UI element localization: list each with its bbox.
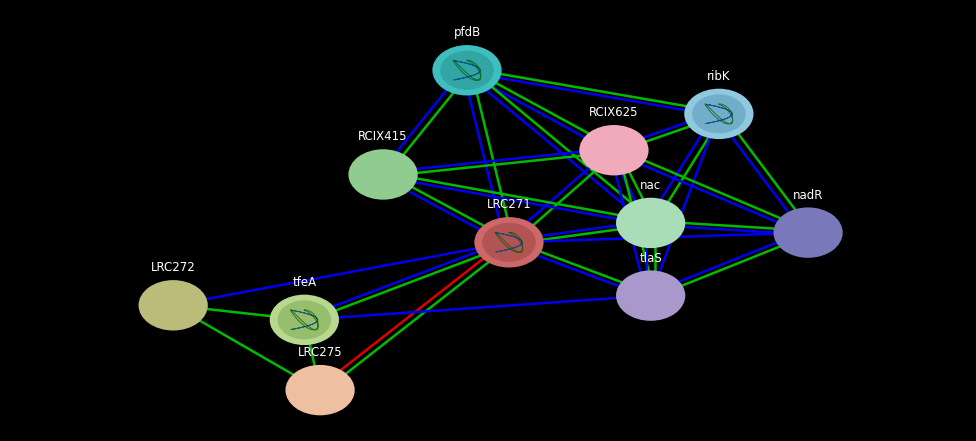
Ellipse shape: [440, 51, 494, 90]
Text: pfdB: pfdB: [454, 26, 480, 39]
Ellipse shape: [482, 223, 536, 262]
Ellipse shape: [285, 365, 354, 415]
Text: ribK: ribK: [708, 70, 731, 83]
Ellipse shape: [277, 300, 331, 340]
Text: tlaS: tlaS: [639, 252, 662, 265]
Ellipse shape: [580, 125, 649, 176]
Ellipse shape: [616, 198, 685, 248]
Text: nac: nac: [640, 179, 661, 192]
Ellipse shape: [474, 217, 544, 268]
Ellipse shape: [684, 89, 753, 139]
Ellipse shape: [139, 280, 208, 330]
Ellipse shape: [348, 149, 418, 200]
Text: LRC271: LRC271: [487, 198, 531, 211]
Ellipse shape: [432, 45, 502, 95]
Text: LRC275: LRC275: [298, 346, 343, 359]
Ellipse shape: [773, 207, 842, 258]
Text: nadR: nadR: [793, 189, 824, 202]
Text: RCIX625: RCIX625: [590, 106, 638, 119]
Ellipse shape: [616, 270, 685, 321]
Text: tfeA: tfeA: [292, 276, 316, 289]
Ellipse shape: [692, 94, 746, 134]
Text: RCIX415: RCIX415: [358, 131, 408, 143]
Text: LRC272: LRC272: [150, 261, 195, 274]
Ellipse shape: [269, 295, 339, 345]
